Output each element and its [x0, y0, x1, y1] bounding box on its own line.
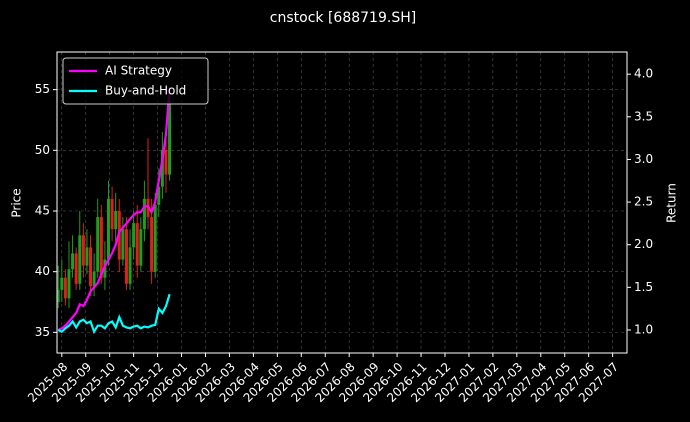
candle-body: [135, 223, 139, 266]
y-tick-label: 50: [35, 143, 50, 157]
candle-body: [142, 198, 146, 230]
candle-body: [63, 277, 67, 299]
y2-tick-label: 3.0: [634, 152, 653, 166]
candle-body: [99, 217, 103, 278]
candle-body: [139, 229, 143, 266]
y2-tick-label: 4.0: [634, 67, 653, 81]
y2-tick-label: 1.0: [634, 322, 653, 336]
legend-box: [62, 57, 209, 105]
candle-body: [85, 247, 89, 266]
candle-body: [121, 229, 125, 260]
series-line: [57, 293, 171, 335]
candle-body: [153, 204, 157, 272]
candle-body: [164, 150, 168, 175]
y-tick-label: 40: [35, 264, 50, 278]
y-tick-label: 45: [35, 203, 50, 217]
candle-body: [60, 277, 64, 290]
candle-body: [74, 253, 78, 284]
candle-body: [89, 247, 93, 287]
candle-body: [67, 269, 71, 299]
candle-body: [106, 198, 110, 260]
y-axis-label: Price: [10, 188, 24, 217]
legend-label: Buy-and-Hold: [105, 84, 186, 98]
plot-frame: [56, 51, 628, 354]
candle-body: [96, 217, 100, 272]
candle-body: [78, 235, 82, 284]
candle-body: [71, 253, 75, 270]
y2-axis-label: Return: [665, 183, 679, 223]
candle-body: [160, 150, 164, 187]
candle-body: [157, 186, 161, 205]
candle-body: [81, 235, 85, 266]
candle-body: [114, 210, 118, 230]
candle-body: [92, 271, 96, 287]
y2-tick-label: 1.5: [634, 280, 653, 294]
chart-title: cnstock [688719.SH]: [270, 10, 416, 26]
candle-body: [128, 247, 132, 284]
candle-body: [168, 101, 172, 175]
y-tick-label: 55: [35, 82, 50, 96]
y2-tick-label: 2.0: [634, 237, 653, 251]
candle-body: [124, 229, 128, 284]
candle-body: [56, 289, 60, 303]
candle-body: [110, 198, 114, 230]
candle-body: [150, 217, 154, 272]
y-tick-label: 35: [35, 325, 50, 339]
legend-label: AI Strategy: [105, 64, 172, 78]
candle-body: [132, 223, 136, 248]
series-line: [57, 86, 171, 331]
y2-tick-label: 3.5: [634, 109, 653, 123]
y2-tick-label: 2.5: [634, 195, 653, 209]
